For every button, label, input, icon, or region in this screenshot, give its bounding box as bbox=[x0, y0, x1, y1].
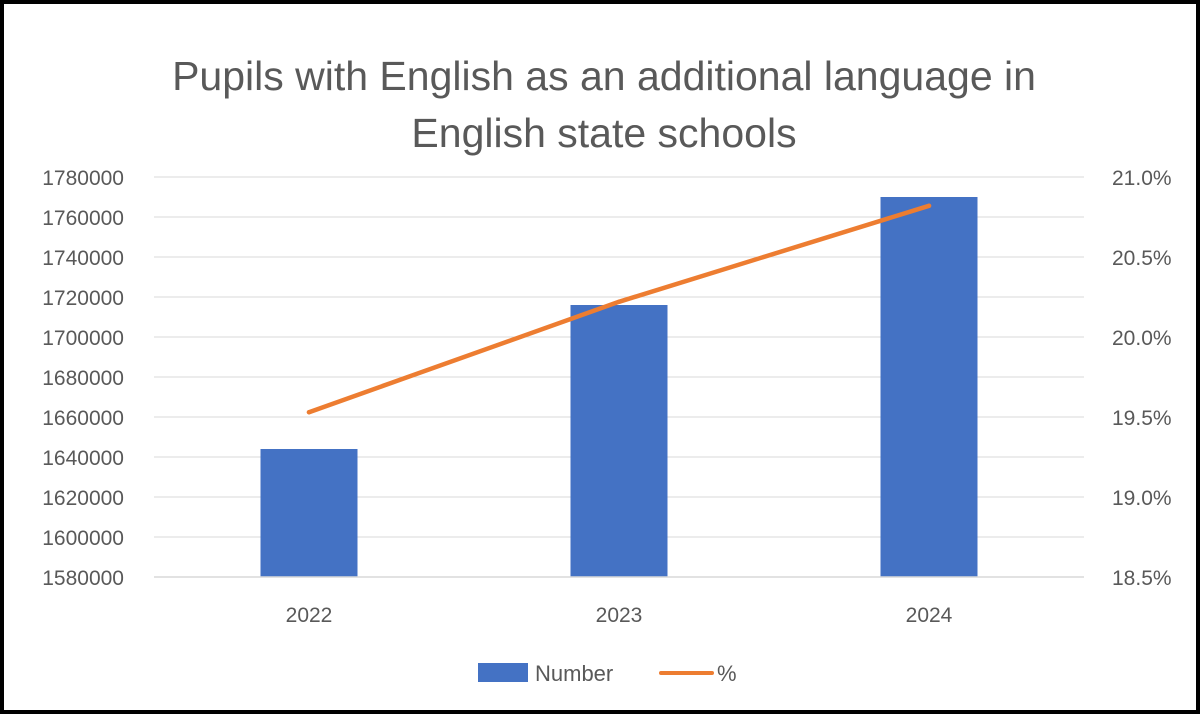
y-right-tick-label: 21.0% bbox=[1112, 167, 1172, 190]
legend-label-percent: % bbox=[717, 661, 737, 686]
chart-svg: Pupils with English as an additional lan… bbox=[42, 53, 1172, 686]
y-left-tick-label: 1740000 bbox=[42, 247, 124, 270]
y-left-tick-label: 1780000 bbox=[42, 167, 124, 190]
y-left-tick-label: 1760000 bbox=[42, 207, 124, 230]
y-left-tick-label: 1700000 bbox=[42, 327, 124, 350]
legend-label-number: Number bbox=[535, 661, 613, 686]
x-tick-label: 2022 bbox=[286, 604, 333, 627]
y-right-tick-label: 18.5% bbox=[1112, 567, 1172, 590]
chart-title-line-2: English state schools bbox=[411, 110, 796, 156]
chart-title-line-1: Pupils with English as an additional lan… bbox=[172, 53, 1036, 99]
line-point-2024 bbox=[926, 203, 932, 208]
y-left-tick-label: 1620000 bbox=[42, 487, 124, 510]
line-point-2022 bbox=[306, 410, 312, 415]
y-left-tick-label: 1600000 bbox=[42, 527, 124, 550]
line-series-percent bbox=[306, 203, 932, 415]
x-tick-label: 2024 bbox=[906, 604, 953, 627]
bar-2024 bbox=[880, 197, 978, 577]
bar-2023 bbox=[570, 305, 668, 577]
y-left-tick-label: 1660000 bbox=[42, 407, 124, 430]
line-point-2023 bbox=[616, 299, 622, 304]
y-left-tick-label: 1640000 bbox=[42, 447, 124, 470]
left-axis: 1580000 1600000 1620000 1640000 1660000 16800… bbox=[42, 167, 124, 590]
y-right-tick-label: 19.5% bbox=[1112, 407, 1172, 430]
x-tick-label: 2023 bbox=[596, 604, 643, 627]
right-axis: 18.5% 19.0% 19.5% 20.0% 20.5% 21.0% bbox=[1112, 167, 1172, 590]
x-axis: 2022 2023 2024 bbox=[154, 576, 1084, 627]
legend-swatch-number bbox=[478, 663, 528, 682]
bar-2022 bbox=[260, 449, 358, 577]
y-left-tick-label: 1580000 bbox=[42, 567, 124, 590]
y-right-tick-label: 20.5% bbox=[1112, 247, 1172, 270]
y-right-tick-label: 20.0% bbox=[1112, 327, 1172, 350]
y-right-tick-label: 19.0% bbox=[1112, 487, 1172, 510]
legend: Number % bbox=[478, 661, 737, 686]
y-left-tick-label: 1680000 bbox=[42, 367, 124, 390]
bar-series-number bbox=[260, 197, 978, 577]
y-left-tick-label: 1720000 bbox=[42, 287, 124, 310]
